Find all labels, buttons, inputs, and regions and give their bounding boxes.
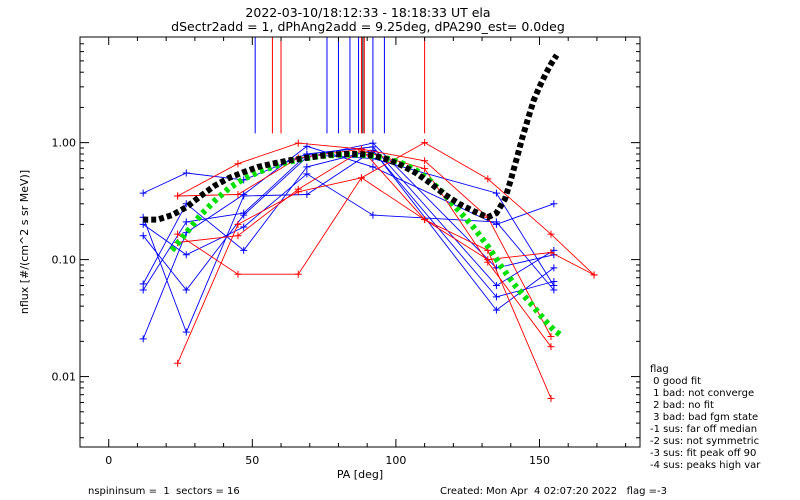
y-tick-label: 0.10: [52, 254, 77, 267]
data-point: [547, 230, 555, 238]
fit-curve-black: [143, 53, 560, 223]
footer-left: nspininsum = 1 sectors = 16: [88, 486, 240, 497]
data-point: [369, 211, 377, 219]
data-point: [357, 174, 365, 182]
data-point: [421, 157, 429, 165]
flag-legend-item: 3 bad: bad fgm state: [650, 412, 758, 423]
flag-legend-item: 0 good fit: [650, 376, 701, 387]
y-tick-label: 0.01: [52, 371, 77, 384]
flag-legend: flag 0 good fit 1 bad: not converge 2 ba…: [650, 364, 761, 471]
data-point: [484, 175, 492, 183]
data-point: [492, 293, 500, 301]
data-point: [234, 160, 242, 168]
data-point: [550, 282, 558, 290]
data-point: [139, 189, 147, 197]
data-point: [550, 200, 558, 208]
data-point: [294, 270, 302, 278]
x-tick-label: 150: [529, 454, 550, 467]
flag-legend-item: 2 bad: no fit: [650, 400, 714, 411]
data-point: [294, 139, 302, 147]
x-axis-label: PA [deg]: [337, 468, 383, 481]
data-point: [182, 218, 190, 226]
data-point: [234, 191, 242, 199]
data-point: [182, 169, 190, 177]
axes: [79, 36, 641, 448]
data-point: [303, 191, 311, 199]
data-point: [421, 139, 429, 147]
data-point: [234, 270, 242, 278]
flag-legend-title: flag: [650, 364, 669, 375]
chart-subtitle: dSectr2add = 1, dPhAng2add = 9.25deg, dP…: [171, 19, 565, 34]
data-point: [421, 165, 429, 173]
data-point: [369, 163, 377, 171]
fit-curves: [143, 53, 565, 339]
chart-title: 2022-03-10/18:12:33 - 18:18:33 UT ela: [245, 5, 490, 20]
data-point: [590, 271, 598, 279]
data-point: [139, 280, 147, 288]
data-point: [240, 209, 248, 217]
flag-legend-item: -2 sus: not symmetric: [650, 436, 759, 447]
data-point: [421, 216, 429, 224]
data-point: [484, 258, 492, 266]
data-point: [182, 286, 190, 294]
data-point: [182, 328, 190, 336]
data-point: [492, 306, 500, 314]
series-line: [177, 142, 595, 276]
data-point: [174, 230, 182, 238]
data-point: [139, 335, 147, 343]
footer-right: Created: Mon Apr 4 02:07:20 2022 flag =-…: [440, 486, 667, 497]
data-point: [492, 218, 500, 226]
data-point: [550, 264, 558, 272]
data-point: [303, 163, 311, 171]
data-point: [240, 223, 248, 231]
data-point: [139, 232, 147, 240]
flag-legend-item: 1 bad: not converge: [650, 388, 754, 399]
data-point: [294, 185, 302, 193]
data-series: [139, 139, 598, 402]
data-point: [139, 286, 147, 294]
series-line: [177, 150, 552, 347]
flag-legend-item: -4 sus: peaks high var: [650, 460, 761, 471]
vertical-markers: [254, 37, 426, 134]
data-point: [174, 192, 182, 200]
flag-legend-item: -3 sus: fit peak off 90: [650, 448, 756, 459]
data-point: [303, 170, 311, 178]
data-point: [547, 394, 555, 402]
data-point: [234, 232, 242, 240]
x-tick-label: 100: [385, 454, 406, 467]
axis-ticks: 0 50 100 150 0.01 0.10 1.00: [52, 36, 640, 467]
data-point: [240, 246, 248, 254]
data-point: [492, 282, 500, 290]
data-point: [174, 359, 182, 367]
data-point: [547, 249, 555, 257]
data-point: [547, 333, 555, 341]
series-line: [142, 149, 555, 311]
data-point: [182, 251, 190, 259]
data-point: [547, 343, 555, 351]
x-tick-label: 0: [105, 454, 112, 467]
flag-legend-item: -1 sus: far off median: [650, 424, 757, 435]
y-tick-label: 1.00: [52, 137, 77, 150]
plot-frame: [79, 36, 641, 448]
y-axis-label: nflux [#/(cm^2 s sr MeV)]: [18, 170, 31, 314]
data-point: [234, 220, 242, 228]
data-point: [492, 189, 500, 197]
data-point: [240, 192, 248, 200]
series-line: [142, 173, 555, 291]
x-tick-label: 50: [245, 454, 259, 467]
